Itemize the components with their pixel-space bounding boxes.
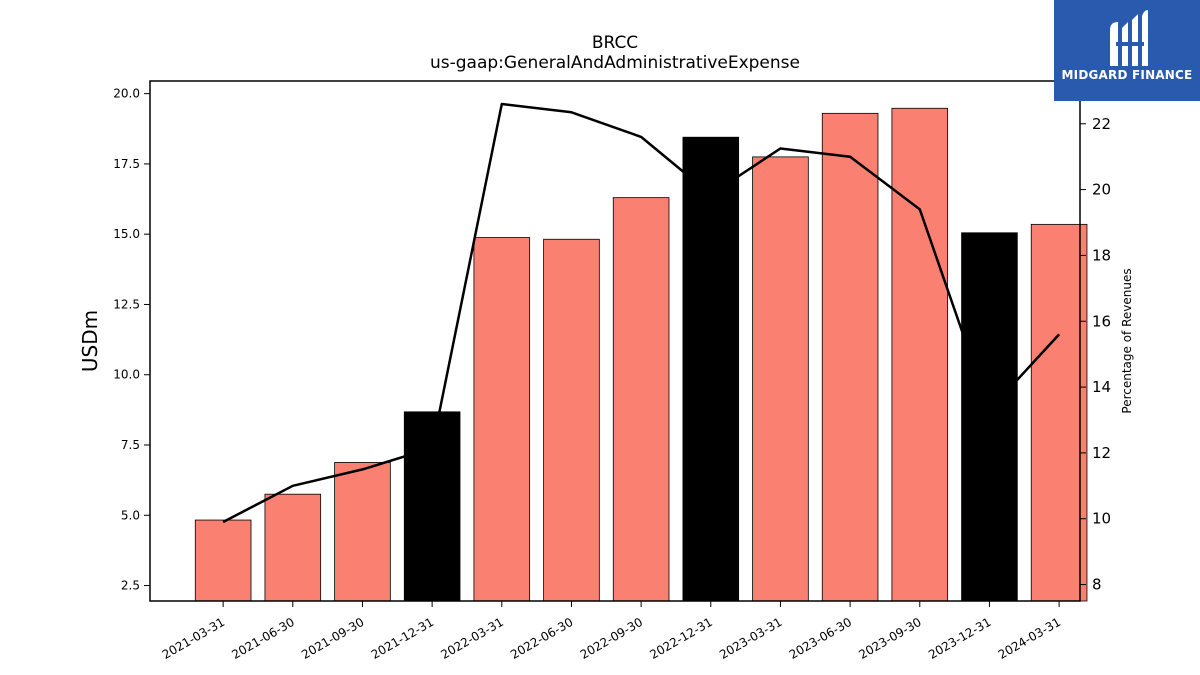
- y2-tick-label: 12: [1092, 444, 1111, 462]
- y2-tick-label: 20: [1092, 181, 1111, 199]
- bar-2022-12-31: [682, 136, 740, 602]
- bar-2022-09-30: [612, 197, 670, 602]
- bar-2023-12-31: [961, 232, 1018, 602]
- bar-2021-03-31: [194, 519, 252, 602]
- x-tick-label: 2022-09-30: [578, 615, 645, 662]
- bar-2021-09-30: [334, 462, 391, 602]
- x-tick-label: 2022-12-31: [647, 615, 714, 662]
- y-tick-label: 15.0: [113, 227, 140, 241]
- y-tick-label: 17.5: [113, 157, 140, 171]
- bar-2022-06-30: [543, 238, 600, 602]
- revenue-percentage-line: [222, 102, 1061, 524]
- y2-tick-label: 18: [1092, 246, 1111, 264]
- bar-2024-03-31: [1030, 223, 1088, 602]
- x-tick-label: 2022-06-30: [508, 615, 575, 662]
- plot-frame: [149, 80, 1081, 602]
- y-tick-label: 7.5: [121, 438, 140, 452]
- y-tick-label: 10.0: [113, 368, 140, 382]
- bar-2022-03-31: [473, 237, 531, 602]
- x-tick-label: 2022-03-31: [438, 615, 505, 662]
- bar-2023-03-31: [752, 156, 809, 602]
- midgard-finance-logo: MIDGARD FINANCE: [1054, 0, 1200, 101]
- y2-tick-label: 16: [1092, 312, 1111, 330]
- y2-tick-label: 14: [1092, 378, 1111, 396]
- bar-2021-12-31: [403, 411, 461, 602]
- y2-tick-label: 22: [1092, 115, 1111, 133]
- y-axis-label: USDm: [78, 310, 102, 372]
- x-tick-label: 2021-12-31: [369, 615, 436, 662]
- y2-tick-label: 8: [1092, 576, 1102, 594]
- x-tick-label: 2023-03-31: [717, 615, 784, 662]
- x-tick-label: 2021-09-30: [299, 615, 366, 662]
- y-tick-label: 5.0: [121, 508, 140, 522]
- x-tick-label: 2024-03-31: [996, 615, 1063, 662]
- bar-2021-06-30: [264, 493, 322, 602]
- chart-title: BRCC: [592, 33, 638, 53]
- y2-axis-label: Percentage of Revenues: [1120, 268, 1134, 413]
- y-tick-label: 20.0: [113, 87, 140, 101]
- x-tick-label: 2023-06-30: [787, 615, 854, 662]
- x-tick-label: 2021-03-31: [160, 615, 227, 662]
- y2-tick-label: 10: [1092, 510, 1111, 528]
- y-tick-label: 12.5: [113, 297, 140, 311]
- bar-2023-09-30: [891, 107, 949, 602]
- midgard-logo-icon: [1110, 10, 1148, 66]
- x-tick-label: 2023-12-31: [926, 615, 993, 662]
- x-tick-label: 2023-09-30: [856, 615, 923, 662]
- x-tick-label: 2021-06-30: [229, 615, 296, 662]
- bar-2023-06-30: [821, 112, 879, 602]
- logo-text: MIDGARD FINANCE: [1061, 68, 1193, 82]
- chart-subtitle: us-gaap:GeneralAndAdministrativeExpense: [430, 53, 800, 73]
- y-tick-label: 2.5: [121, 579, 140, 593]
